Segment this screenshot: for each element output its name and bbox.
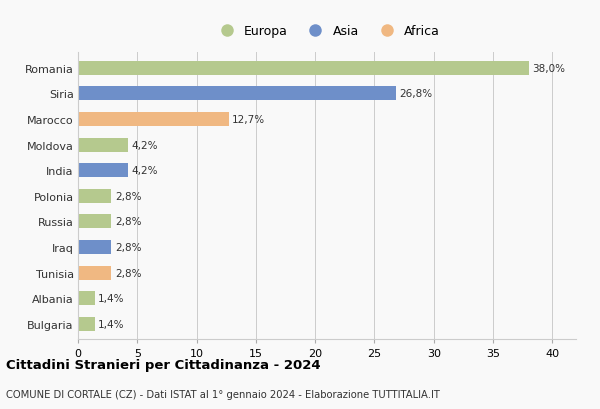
Bar	[78, 317, 95, 331]
Text: 26,8%: 26,8%	[400, 89, 433, 99]
Text: COMUNE DI CORTALE (CZ) - Dati ISTAT al 1° gennaio 2024 - Elaborazione TUTTITALIA: COMUNE DI CORTALE (CZ) - Dati ISTAT al 1…	[6, 389, 440, 399]
Text: 38,0%: 38,0%	[532, 63, 565, 74]
Text: 4,2%: 4,2%	[131, 166, 158, 176]
Text: 2,8%: 2,8%	[115, 191, 141, 201]
Text: Cittadini Stranieri per Cittadinanza - 2024: Cittadini Stranieri per Cittadinanza - 2…	[6, 358, 320, 371]
Bar	[78, 61, 529, 76]
Text: 2,8%: 2,8%	[115, 217, 141, 227]
Legend: Europa, Asia, Africa: Europa, Asia, Africa	[214, 25, 440, 38]
Bar	[78, 189, 111, 203]
Bar	[78, 292, 95, 306]
Bar	[78, 87, 396, 101]
Text: 2,8%: 2,8%	[115, 243, 141, 252]
Text: 12,7%: 12,7%	[232, 115, 265, 125]
Bar	[78, 215, 111, 229]
Bar	[78, 112, 229, 127]
Text: 2,8%: 2,8%	[115, 268, 141, 278]
Text: 1,4%: 1,4%	[98, 294, 125, 303]
Text: 1,4%: 1,4%	[98, 319, 125, 329]
Bar	[78, 240, 111, 254]
Bar	[78, 138, 128, 152]
Bar	[78, 164, 128, 178]
Text: 4,2%: 4,2%	[131, 140, 158, 150]
Bar	[78, 266, 111, 280]
